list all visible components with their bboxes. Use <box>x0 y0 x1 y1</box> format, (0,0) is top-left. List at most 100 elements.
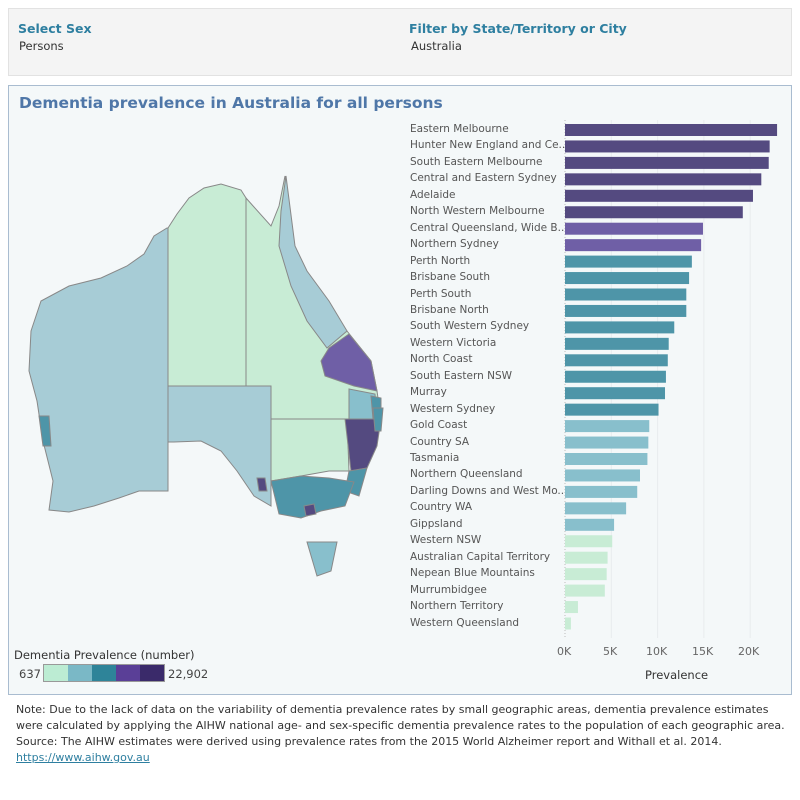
bar[interactable] <box>565 485 638 498</box>
region-country-sa[interactable] <box>167 385 272 507</box>
bar-label: Darling Downs and West Mo.. <box>410 484 565 497</box>
bar-label: Perth North <box>410 254 471 267</box>
legend-swatch <box>116 665 140 681</box>
bar-label: North Coast <box>410 353 473 366</box>
legend-min: 637 <box>19 667 41 681</box>
sex-filter-dropdown[interactable]: Persons <box>19 39 64 53</box>
legend-color-ramp <box>43 664 165 682</box>
source-text: Source: The AIHW estimates were derived … <box>16 735 722 748</box>
bar[interactable] <box>565 601 578 614</box>
bar[interactable] <box>565 222 703 235</box>
legend-swatch <box>140 665 164 681</box>
bar[interactable] <box>565 173 762 186</box>
bar[interactable] <box>565 255 692 268</box>
bar-label: Central and Eastern Sydney <box>410 172 557 185</box>
bar-label: Country WA <box>410 501 473 514</box>
bar-label: Nepean Blue Mountains <box>410 567 535 580</box>
bar[interactable] <box>565 502 627 515</box>
bar-label: Northern Queensland <box>410 468 523 481</box>
x-axis-title: Prevalence <box>645 668 709 682</box>
bar-label: Gold Coast <box>410 419 468 432</box>
bar[interactable] <box>565 304 687 317</box>
region-victoria[interactable] <box>270 475 355 519</box>
bar[interactable] <box>565 469 641 482</box>
region-tasmania[interactable] <box>306 541 338 577</box>
bar-label: Northern Sydney <box>410 238 499 251</box>
bar[interactable] <box>565 584 605 597</box>
bar-label: North Western Melbourne <box>410 205 545 218</box>
bar[interactable] <box>565 387 666 400</box>
bar[interactable] <box>565 321 675 334</box>
x-tick: 10K <box>646 645 668 658</box>
bar[interactable] <box>565 156 769 169</box>
x-tick: 5K <box>603 645 618 658</box>
bar[interactable] <box>565 189 753 202</box>
bar-label: South Western Sydney <box>410 320 530 333</box>
bar-label: Country SA <box>410 435 470 448</box>
legend-swatch <box>68 665 92 681</box>
bar-label: Western Queensland <box>410 616 520 629</box>
bar-label: Murrumbidgee <box>410 583 487 596</box>
bar[interactable] <box>565 239 702 252</box>
bar[interactable] <box>565 535 613 548</box>
bar[interactable] <box>565 617 571 630</box>
region-perth[interactable] <box>38 415 52 447</box>
chart-panel: Dementia prevalence in Australia for all… <box>8 85 792 695</box>
bar[interactable] <box>565 551 608 564</box>
region-central-queensland[interactable] <box>320 333 378 392</box>
legend-swatch <box>44 665 68 681</box>
bar-label: Hunter New England and Ce.. <box>410 139 566 152</box>
bar-label: Gippsland <box>410 517 463 530</box>
region-adelaide[interactable] <box>256 477 268 492</box>
bar-label: Australian Capital Territory <box>410 550 551 563</box>
region-western-nsw[interactable] <box>270 418 350 482</box>
bar-label: Western Sydney <box>410 402 496 415</box>
bar[interactable] <box>565 288 687 301</box>
bar[interactable] <box>565 436 649 449</box>
bar-label: Adelaide <box>410 188 456 201</box>
bar[interactable] <box>565 403 659 416</box>
bar-label: Central Queensland, Wide B.. <box>410 221 565 234</box>
legend-title: Dementia Prevalence (number) <box>14 648 195 662</box>
filter-bar: Select Sex Persons Filter by State/Terri… <box>8 8 792 76</box>
legend-swatch <box>92 665 116 681</box>
aihw-link[interactable]: https://www.aihw.gov.au <box>16 751 150 764</box>
bar-label: Western NSW <box>410 534 482 547</box>
chart-title: Dementia prevalence in Australia for all… <box>19 94 443 112</box>
bar-label: Brisbane North <box>410 303 489 316</box>
bar-label: South Eastern Melbourne <box>410 155 543 168</box>
region-northern-queensland[interactable] <box>278 175 348 349</box>
footnote: Note: Due to the lack of data on the var… <box>16 702 786 766</box>
bar[interactable] <box>565 124 778 136</box>
region-melbourne[interactable] <box>303 503 317 517</box>
region-northern-territory[interactable] <box>167 183 247 387</box>
bar[interactable] <box>565 453 648 465</box>
note-text: Note: Due to the lack of data on the var… <box>16 703 785 732</box>
map-and-bars <box>28 120 778 638</box>
bar[interactable] <box>565 420 650 433</box>
legend-max: 22,902 <box>168 667 209 681</box>
region-filter-dropdown[interactable]: Australia <box>411 39 462 53</box>
bar-label: Murray <box>410 386 447 399</box>
bar-label: Eastern Melbourne <box>410 123 509 135</box>
bar[interactable] <box>565 568 607 581</box>
bar[interactable] <box>565 140 770 153</box>
bar[interactable] <box>565 518 615 531</box>
bar-label: Tasmania <box>410 452 460 464</box>
region-country-wa[interactable] <box>28 227 169 513</box>
region-north-coast[interactable] <box>372 407 384 432</box>
bar[interactable] <box>565 354 668 367</box>
bar-label: South Eastern NSW <box>410 369 512 382</box>
x-tick: 0K <box>557 645 572 658</box>
bar[interactable] <box>565 206 743 219</box>
bar[interactable] <box>565 272 690 285</box>
bar[interactable] <box>565 337 669 350</box>
bar-label: Northern Territory <box>410 600 504 613</box>
bar-label: Western Victoria <box>410 336 497 349</box>
bar-label: Perth South <box>410 287 472 300</box>
region-filter-label: Filter by State/Territory or City <box>409 21 627 36</box>
x-tick: 15K <box>692 645 714 658</box>
sex-filter-label: Select Sex <box>18 21 92 36</box>
bar[interactable] <box>565 370 666 383</box>
x-tick: 20K <box>738 645 760 658</box>
